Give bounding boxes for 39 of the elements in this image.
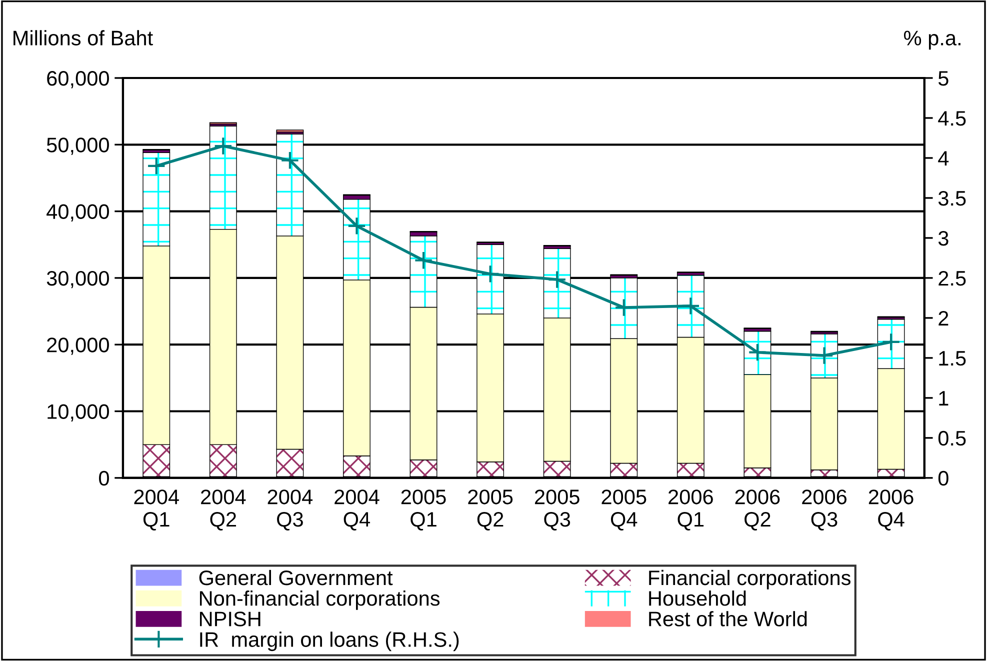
y-tick-label: 60,000 <box>47 71 109 88</box>
x-tick-label: 2006 Q1 <box>668 490 713 530</box>
y2-tick-label: 2.5 <box>938 270 966 286</box>
y-tick-label: 40,000 <box>46 204 109 222</box>
x-tick-label: 2006 Q4 <box>868 490 914 530</box>
y2-tick-label: 4 <box>938 151 949 166</box>
x-tick-label: 2005 Q3 <box>534 490 580 530</box>
y2-axis-title: % p.a. <box>904 30 960 50</box>
y2-tick-label: 0 <box>938 470 948 486</box>
x-tick-label: 2004 Q4 <box>334 490 380 530</box>
x-tick-label: 2006 Q2 <box>735 490 780 530</box>
y-tick-label: 20,000 <box>47 338 109 355</box>
legend-label: NPISH <box>200 612 260 626</box>
y2-tick-label: 3 <box>938 230 948 246</box>
y2-tick-label: 0.5 <box>938 430 966 446</box>
x-tick-label: 2004 Q3 <box>268 490 313 530</box>
y-tick-label: 30,000 <box>46 270 109 288</box>
y2-tick-label: 1.5 <box>939 351 966 366</box>
y-tick-label: 0 <box>99 470 109 486</box>
y2-tick-label: 5 <box>938 71 948 86</box>
legend-label: Household <box>649 590 746 606</box>
x-tick-label: 2005 Q4 <box>602 490 646 530</box>
x-tick-label: 2006 Q3 <box>802 490 847 530</box>
y2-tick-label: 3.5 <box>938 190 966 206</box>
y-tick-label: 10,000 <box>48 404 109 422</box>
x-tick-label: 2004 Q2 <box>201 490 246 530</box>
legend-label: IR margin on loans (R.H.S.) <box>200 632 459 652</box>
legend-label: Financial corporations <box>649 570 850 590</box>
y2-tick-label: 1 <box>939 391 948 406</box>
y-axis-title: Millions of Baht <box>14 30 153 46</box>
y-tick-label: 50,000 <box>46 138 109 155</box>
legend-label: Rest of the World <box>649 611 807 626</box>
x-tick-label: 2005 Q2 <box>468 490 513 530</box>
y2-tick-label: 2 <box>938 310 948 326</box>
legend-label: Non-financial corporations <box>200 590 440 610</box>
legend-label: General Government <box>199 570 393 586</box>
y2-tick-label: 4.5 <box>938 111 966 126</box>
x-tick-label: 2004 Q1 <box>134 490 179 530</box>
x-tick-label: 2005 Q1 <box>401 490 446 530</box>
